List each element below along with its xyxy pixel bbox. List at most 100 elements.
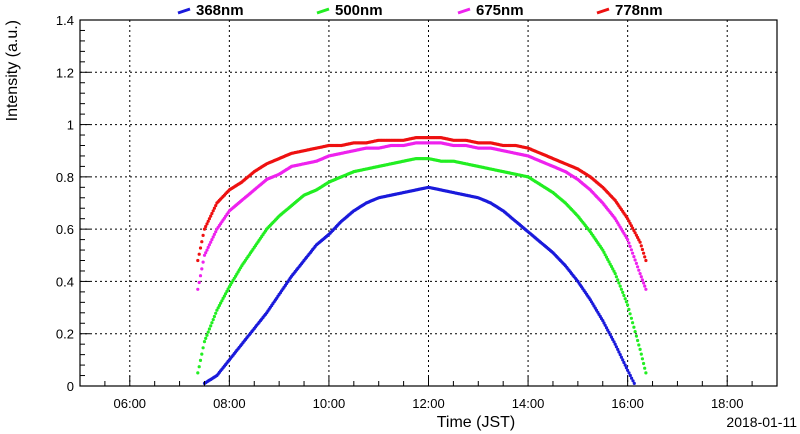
series-675nm [196,141,648,291]
data-point [639,275,643,279]
data-point [210,211,214,216]
data-point [604,255,609,259]
data-point [204,224,208,229]
y-tick-label: 0.6 [56,222,74,237]
data-point [633,330,637,334]
data-point [601,319,605,323]
data-point [642,281,646,285]
data-point [636,235,640,240]
data-point [222,294,226,298]
data-point [212,314,216,319]
data-point [201,346,205,350]
x-axis-title: Time (JST) [437,414,516,431]
legend-swatch [457,7,471,15]
data-point [640,278,645,282]
data-point [212,232,216,236]
data-point [634,261,639,265]
data-point [637,268,641,272]
y-tick-label: 0.8 [56,170,74,185]
grid-lines [80,20,777,386]
data-point [642,251,646,255]
data-point [616,278,620,282]
data-point [609,264,614,269]
data-point [638,240,642,244]
data-point [626,303,630,307]
data-point [613,342,617,346]
data-point [200,240,204,244]
y-tick-label: 0.2 [56,327,74,342]
data-point [205,248,209,252]
data-point [619,355,624,359]
data-point [225,289,229,293]
data-point [627,219,631,223]
data-point [609,335,614,339]
legend: 368nm 500nm 675nm 778nm [177,2,663,19]
data-point [627,241,631,245]
x-tick-label: 08:00 [213,396,246,411]
data-point [205,333,209,337]
data-point [633,231,637,235]
data-point [639,244,643,248]
y-axis-title: Intensity (a.u.) [4,20,21,121]
data-point [622,293,626,298]
data-point [206,219,210,223]
data-point [217,303,221,308]
y-tick-label: 1.2 [56,65,74,80]
data-point [198,358,203,362]
data-point [627,371,631,375]
data-point [200,267,204,271]
legend-swatch [177,7,191,15]
date-label: 2018-01-11 [726,414,797,430]
data-point [637,343,641,347]
data-point [612,269,616,273]
x-tick-label: 16:00 [611,396,644,411]
data-point [626,238,630,242]
data-point [214,230,218,234]
data-point [622,360,626,365]
data-point [636,265,640,269]
data-point [639,352,643,356]
data-point [207,243,211,247]
data-point [603,323,607,327]
data-point [618,284,622,288]
data-point [638,272,642,276]
data-point [614,275,619,279]
data-point [214,311,218,315]
y-tick-label: 1.4 [56,13,74,28]
data-point [638,347,642,351]
data-point [210,321,214,325]
data-point [629,224,634,228]
data-point [209,324,213,328]
legend-label: 368nm [196,2,244,19]
data-point [202,253,207,257]
data-point [629,316,634,320]
series-500nm [196,157,648,375]
data-point [212,206,216,210]
data-point [220,299,224,303]
data-point [642,361,646,366]
data-point [614,345,619,349]
data-point [643,366,647,370]
data-point [628,244,632,248]
data-point [198,246,203,250]
data-point [198,274,203,278]
data-point [618,353,622,357]
data-point [202,340,207,344]
data-point [207,327,211,331]
legend-label: 675nm [476,2,524,19]
data-point [196,287,200,291]
legend-swatch [316,7,330,15]
data-point [644,287,648,291]
y-tick-label: 0 [67,379,74,394]
data-point [210,238,214,242]
data-point [209,240,213,244]
y-tick-label: 1 [67,118,74,133]
data-point [607,330,611,334]
legend-label: 778nm [615,2,663,19]
data-point [616,347,620,351]
data-point [623,297,627,301]
data-point [211,235,215,239]
data-point [626,368,630,372]
